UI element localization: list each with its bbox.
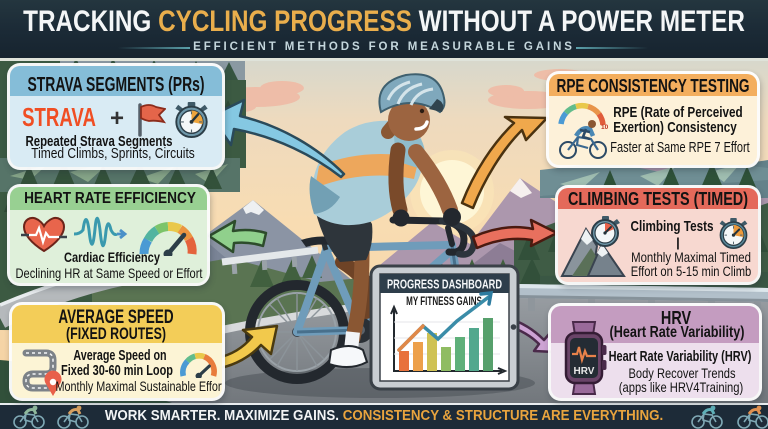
svg-text:PROGRESS DASHBOARD: PROGRESS DASHBOARD	[387, 278, 502, 292]
svg-text:MY FITNESS GAINS: MY FITNESS GAINS	[406, 296, 482, 309]
svg-text:HRV: HRV	[574, 366, 595, 377]
svg-text:10: 10	[601, 124, 609, 131]
